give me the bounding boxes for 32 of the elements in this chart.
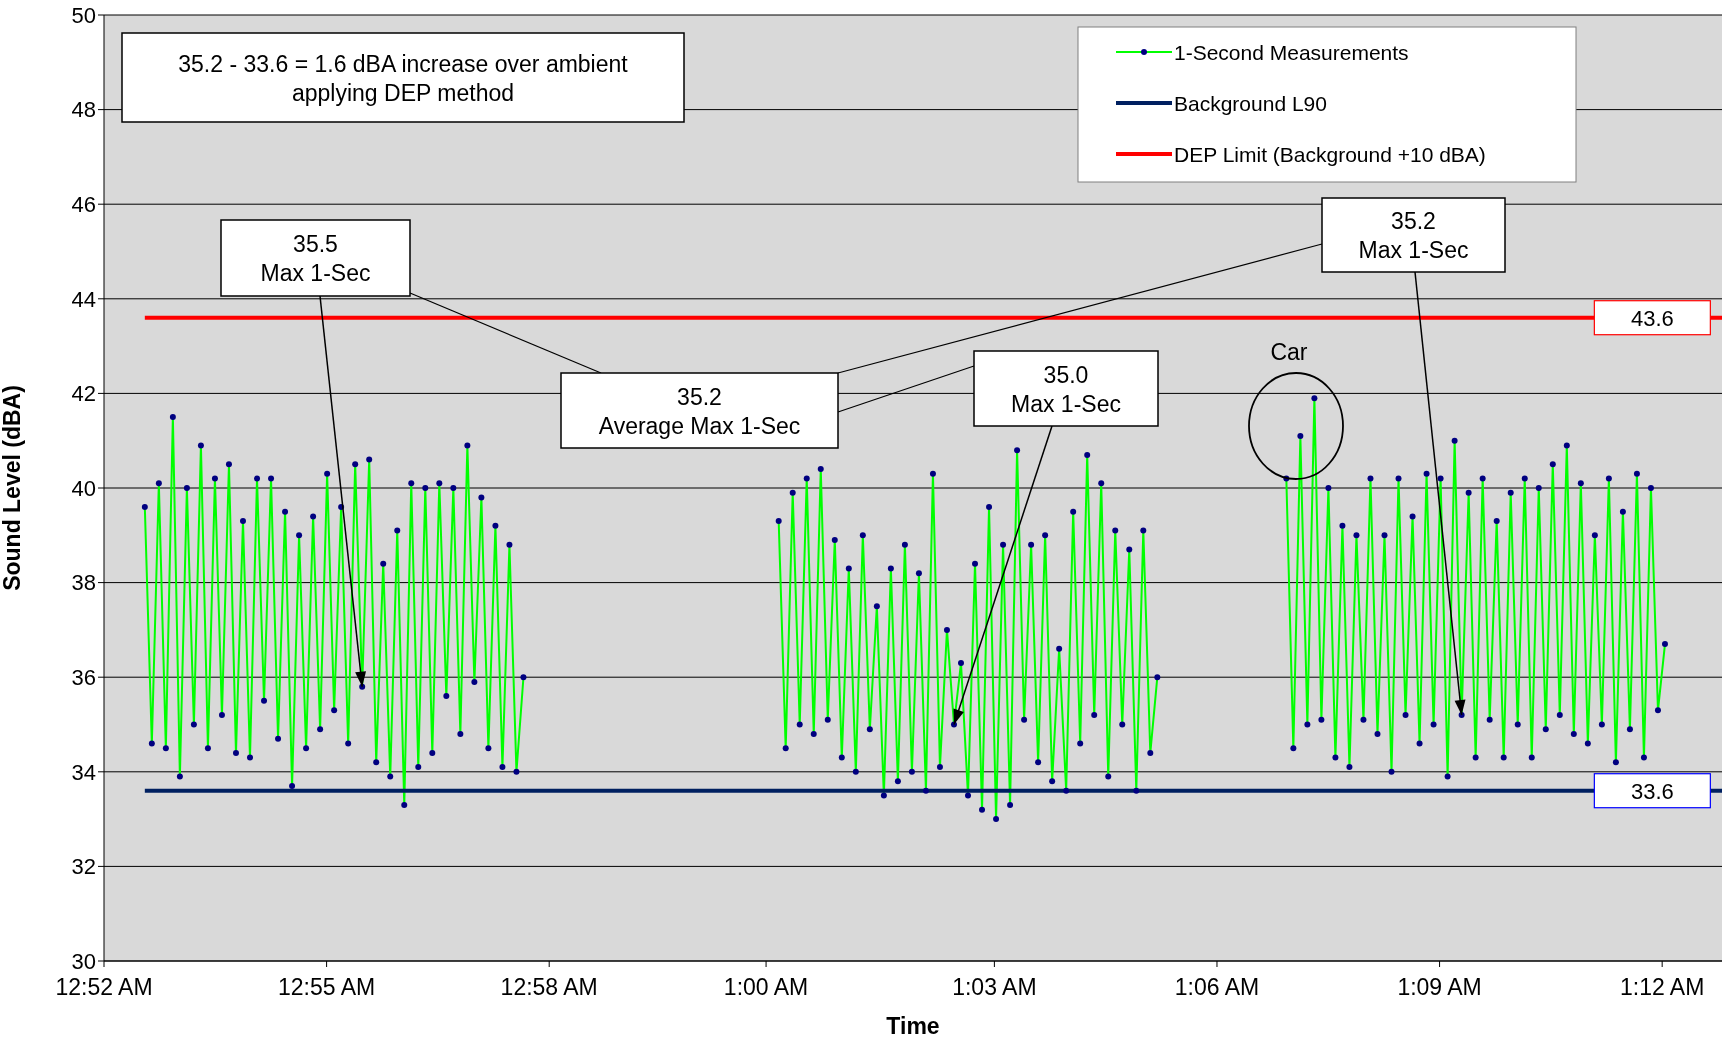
annotation: 35.2 Average Max 1-Sec: [598, 383, 801, 439]
x-axis-title: Time: [886, 1013, 940, 1040]
annotation: Car: [1270, 338, 1308, 365]
y-tick-label: 50: [71, 2, 96, 28]
x-tick-label: 1:03 AM: [952, 974, 1037, 1001]
y-tick-label: 30: [71, 948, 96, 974]
y-tick-label: 34: [71, 759, 96, 785]
x-tick-label: 12:52 AM: [55, 974, 153, 1001]
x-tick-label: 1:06 AM: [1174, 974, 1260, 1001]
y-tick-label: 44: [71, 286, 96, 312]
x-tick-label: 1:09 AM: [1397, 974, 1482, 1001]
x-tick-label: 1:00 AM: [723, 974, 809, 1001]
y-tick-label: 36: [71, 665, 96, 691]
x-tick-label: 12:58 AM: [500, 974, 598, 1001]
legend-label: DEP Limit (Background +10 dBA): [1174, 143, 1486, 166]
annotation: 35.5 Max 1-Sec: [260, 231, 371, 286]
y-tick-label: 40: [71, 475, 96, 501]
y-tick-label: 42: [71, 381, 96, 407]
x-tick-label: 1:12 AM: [1619, 974, 1705, 1001]
y-tick-label: 38: [71, 570, 96, 596]
annotation: 35.2 Max 1-Sec: [1358, 208, 1469, 263]
legend-label: Background L90: [1174, 92, 1327, 115]
annotation: 35.2 - 33.6 = 1.6 dBA increase over ambient applying DEP method: [178, 50, 629, 106]
y-tick-label: 48: [71, 97, 96, 123]
annotation: 43.6: [1630, 305, 1674, 331]
y-tick-label: 46: [71, 192, 96, 218]
annotation: 35.0 Max 1-Sec: [1011, 361, 1121, 417]
y-tick-label: 32: [71, 854, 96, 880]
x-tick-label: 12:55 AM: [278, 974, 376, 1001]
legend-label: 1-Second Measurements: [1174, 41, 1409, 64]
annotation: 33.6: [1630, 778, 1674, 804]
y-axis-title: Sound Level (dBA): [0, 385, 26, 591]
